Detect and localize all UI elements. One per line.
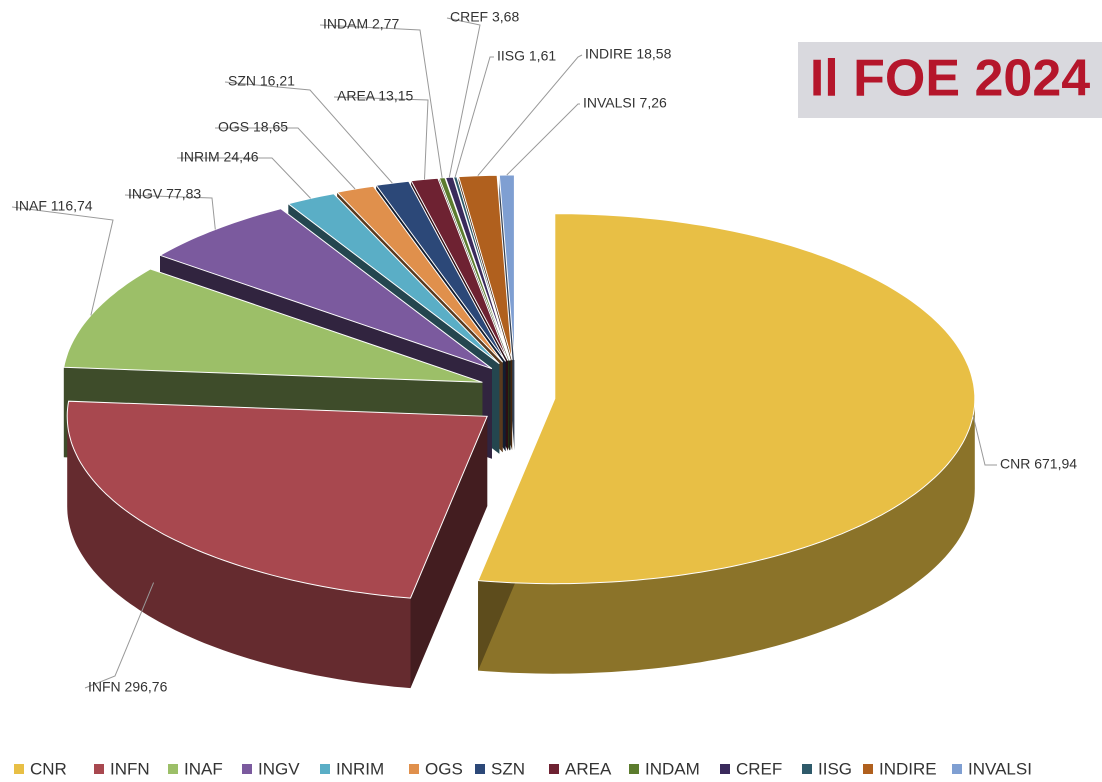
title-box [798,42,1102,118]
data-label: INVALSI 7,26 [583,95,667,111]
leader-line [454,56,494,178]
legend-swatch [94,764,104,774]
data-label: INFN 296,76 [88,679,168,695]
legend-swatch [475,764,485,774]
slice-side [478,398,975,674]
legend: CNR INFN INAF INGV INRIM OGS SZN AREA INDAM CREF I… [14,759,1032,778]
chart-title: Il FOE 2024 [810,50,1090,108]
legend-label: CNR [30,759,67,778]
legend-label: INDAM [645,759,700,778]
legend-label: SZN [491,759,525,778]
legend-label: INVALSI [968,759,1032,778]
data-label: CNR 671,94 [1000,456,1077,472]
data-label: INDIRE 18,58 [585,46,672,62]
legend-swatch [549,764,559,774]
legend-label: OGS [425,759,463,778]
legend-label: IISG [818,759,852,778]
leader-line [224,81,393,184]
legend-label: INDIRE [879,759,937,778]
legend-label: INFN [110,759,150,778]
legend-label: INAF [184,759,223,778]
legend-label: INGV [258,759,300,778]
data-label: SZN 16,21 [228,73,295,89]
slice [66,400,488,599]
leader-line [11,206,114,316]
leader-line [215,127,356,190]
data-labels: CNR 671,94 INFN 296,76 INAF 116,74 INGV 77,… [11,9,1077,695]
legend-swatch [168,764,178,774]
leader-line [333,96,429,180]
leader-line [124,194,216,230]
legend-swatch [802,764,812,774]
slice-side [410,416,488,689]
legend-swatch [409,764,419,774]
legend-swatch [720,764,730,774]
slice [287,193,500,365]
slice [375,180,507,362]
data-label: CREF 3,68 [450,9,519,25]
legend-swatch [863,764,873,774]
legend-swatch [629,764,639,774]
leader-line [177,157,311,199]
data-label: IISG 1,61 [497,48,556,64]
leader-line [319,24,443,178]
leader-line [477,54,583,177]
data-label: AREA 13,15 [337,88,413,104]
leader-line [84,582,155,689]
data-label: INAF 116,74 [15,198,93,214]
pie-tops [63,174,976,599]
data-label: OGS 18,65 [218,119,288,135]
slice [457,174,513,361]
leader-line [506,103,580,176]
legend-swatch [952,764,962,774]
legend-swatch [320,764,330,774]
legend-label: AREA [565,759,612,778]
leader-line [972,415,997,466]
legend-swatch [14,764,24,774]
legend-swatch [242,764,252,774]
data-label: INGV 77,83 [128,186,201,202]
data-label: INDAM 2,77 [323,16,399,32]
slice-side [67,416,411,689]
leader-line [446,17,481,178]
legend-label: INRIM [336,759,384,778]
legend-label: CREF [736,759,782,778]
data-label: INRIM 24,46 [180,149,259,165]
